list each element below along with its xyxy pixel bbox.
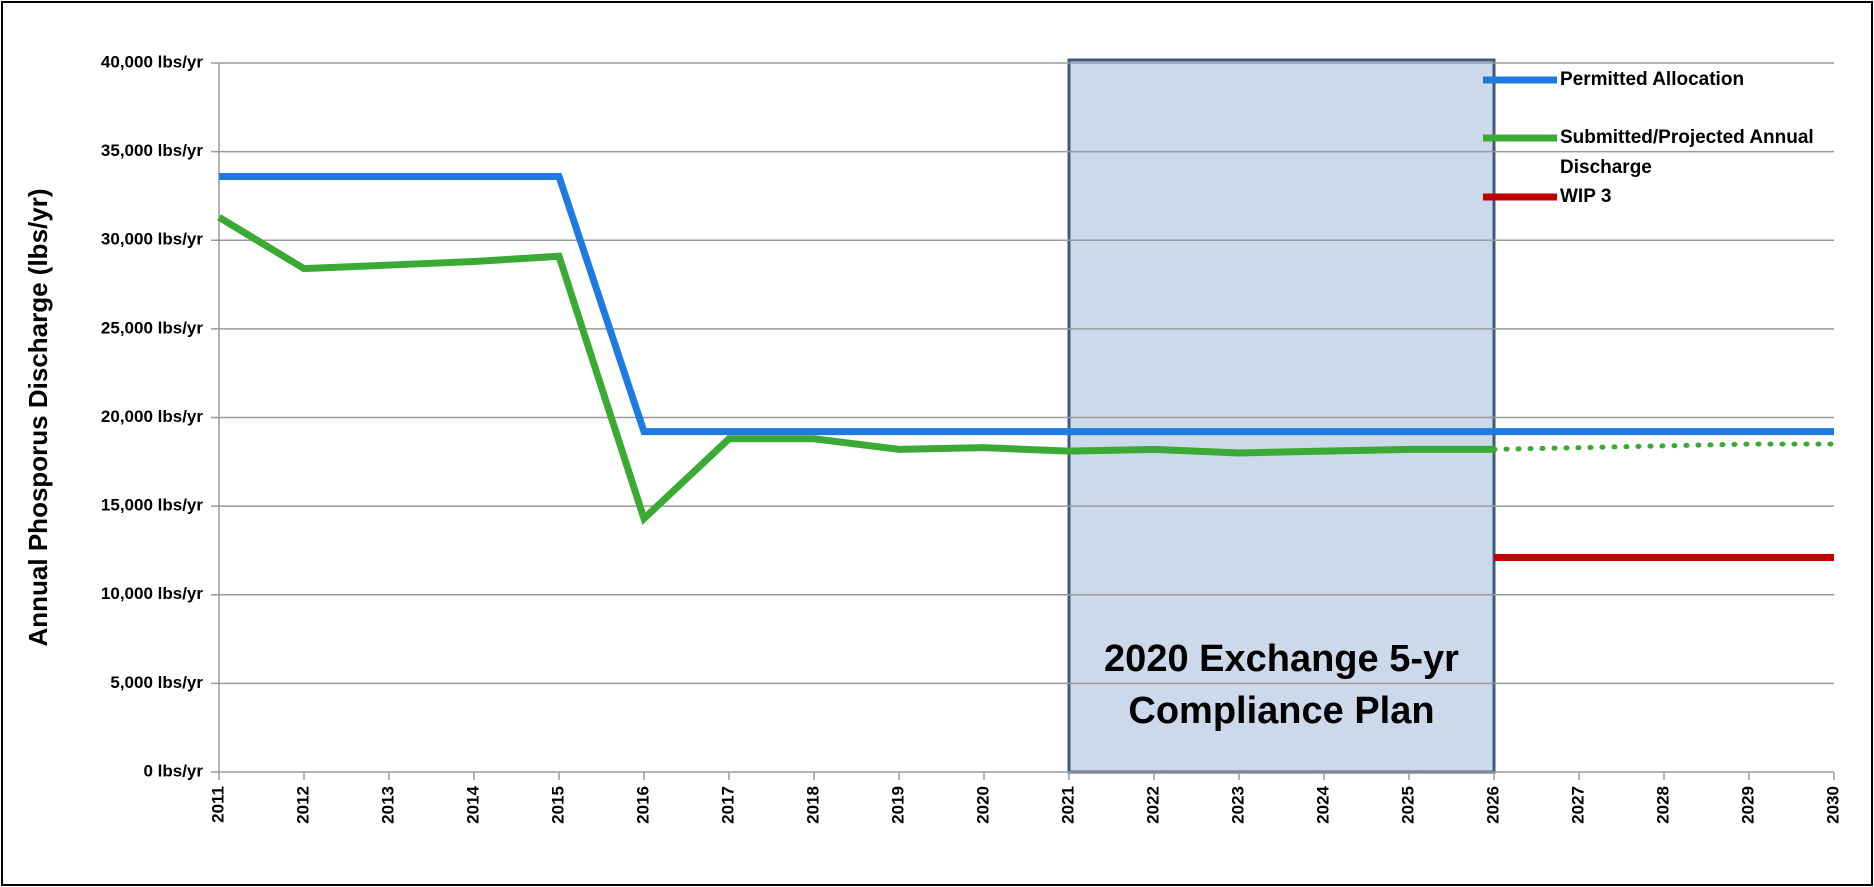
- x-tick-label: 2027: [1568, 786, 1587, 824]
- y-tick-label: 40,000 lbs/yr: [101, 52, 203, 71]
- y-tick-label: 35,000 lbs/yr: [101, 141, 203, 160]
- x-tick-label: 2019: [888, 786, 907, 824]
- series-line: [217, 214, 1494, 525]
- y-tick-label: 15,000 lbs/yr: [101, 496, 203, 515]
- x-tick-label: 2014: [463, 785, 482, 823]
- x-tick-label: 2025: [1398, 786, 1417, 824]
- x-tick-label: 2018: [803, 786, 822, 824]
- x-tick-label: 2013: [378, 786, 397, 824]
- y-axis-title: Annual Phosporus Discharge (lbs/yr): [23, 189, 53, 647]
- y-tick-label: 10,000 lbs/yr: [101, 584, 203, 603]
- legend-label: Permitted Allocation: [1560, 69, 1745, 90]
- x-tick-label: 2020: [973, 786, 992, 824]
- series-line: [1491, 441, 1837, 452]
- y-tick-label: 5,000 lbs/yr: [110, 673, 203, 692]
- x-tick-label: 2016: [633, 786, 652, 824]
- x-tick-label: 2012: [293, 786, 312, 824]
- series-line: [219, 172, 1834, 436]
- x-tick-label: 2022: [1143, 786, 1162, 824]
- y-tick-label: 0 lbs/yr: [143, 761, 203, 780]
- annotation-band: [1067, 58, 1496, 774]
- x-tick-label: 2026: [1483, 786, 1502, 824]
- y-tick-label: 25,000 lbs/yr: [101, 318, 203, 337]
- x-tick-label: 2011: [208, 786, 227, 823]
- x-tick-label: 2023: [1228, 786, 1247, 824]
- x-tick-label: 2024: [1313, 785, 1332, 823]
- annotation-text: Compliance Plan: [1128, 690, 1434, 732]
- y-tick-label: 20,000 lbs/yr: [101, 407, 203, 426]
- x-tick-label: 2021: [1058, 786, 1077, 824]
- x-tick-label: 2017: [718, 786, 737, 824]
- legend-label: WIP 3: [1560, 186, 1612, 207]
- x-tick-label: 2030: [1823, 786, 1842, 824]
- annotation-text: 2020 Exchange 5-yr: [1104, 638, 1459, 680]
- x-tick-label: 2029: [1738, 786, 1757, 824]
- x-tick-label: 2028: [1653, 786, 1672, 824]
- legend-label: Submitted/Projected Annual Discharge: [1560, 127, 1814, 178]
- y-tick-label: 30,000 lbs/yr: [101, 230, 203, 249]
- x-tick-label: 2015: [548, 786, 567, 824]
